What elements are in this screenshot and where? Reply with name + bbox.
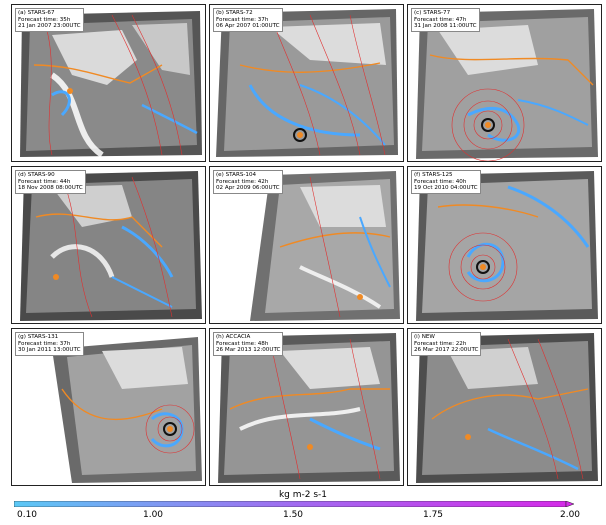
panel-date: 31 Jan 2008 11:00UTC <box>414 23 477 30</box>
panel-date: 26 Mar 2013 12:00UTC <box>216 347 281 354</box>
cyclone-center-icon <box>465 434 471 440</box>
colorbar-tick: 2.00 <box>559 510 581 520</box>
panel-date: 30 Jan 2011 13:00UTC <box>18 347 81 354</box>
panel-title: (b) STARS-72 <box>216 10 253 16</box>
cyclone-center-icon <box>357 294 363 300</box>
panel-date: 06 Apr 2007 01:00UTC <box>216 23 280 30</box>
panel-map <box>218 333 400 483</box>
panel-title: (i) NEW <box>414 334 435 340</box>
panel-label: (c) STARS-77 Forecast time: 47h 31 Jan 2… <box>411 8 480 32</box>
panel-c: (c) STARS-77 Forecast time: 47h 31 Jan 2… <box>407 4 602 162</box>
panel-h: (h) ACCACIA Forecast time: 48h 26 Mar 20… <box>209 328 404 486</box>
panel-title: (d) STARS-90 <box>18 172 55 178</box>
panel-forecast-time: Forecast time: 40h <box>414 178 467 185</box>
panel-label: (d) STARS-90 Forecast time: 44h 18 Nov 2… <box>15 170 86 194</box>
panel-e: (e) STARS-104 Forecast time: 42h 02 Apr … <box>209 166 404 324</box>
cyclone-center-icon <box>480 264 486 270</box>
colorbar-tick: 1.75 <box>422 510 444 520</box>
colorbar <box>14 501 574 507</box>
panel-label: (b) STARS-72 Forecast time: 37h 06 Apr 2… <box>213 8 283 32</box>
panel-date: 21 Jan 2007 23:00UTC <box>18 23 81 30</box>
panel-forecast-time: Forecast time: 48h <box>216 340 269 347</box>
panel-map <box>20 11 202 158</box>
panel-forecast-time: Forecast time: 37h <box>18 340 71 347</box>
panel-d: (d) STARS-90 Forecast time: 44h 18 Nov 2… <box>11 166 206 324</box>
panel-title: (a) STARS-67 <box>18 10 55 16</box>
panel-forecast-time: Forecast time: 35h <box>18 16 71 23</box>
panel-label: (f) STARS-125 Forecast time: 40h 19 Oct … <box>411 170 481 194</box>
panel-i: (i) NEW Forecast time: 22h 26 Mar 2017 2… <box>407 328 602 486</box>
cyclone-center-icon <box>53 274 59 280</box>
panel-map <box>250 171 400 321</box>
colorbar-tick: 0.10 <box>16 510 38 520</box>
colorbar-title: kg m-2 s-1 <box>278 490 328 500</box>
panel-title: (h) ACCACIA <box>216 334 251 340</box>
panel-date: 26 Mar 2017 22:00UTC <box>414 347 479 354</box>
cyclone-center-icon <box>485 122 491 128</box>
panel-forecast-time: Forecast time: 37h <box>216 16 269 23</box>
panel-label: (h) ACCACIA Forecast time: 48h 26 Mar 20… <box>213 332 284 356</box>
panel-map <box>416 171 598 321</box>
cyclone-center-icon <box>307 444 313 450</box>
cyclone-center-icon <box>297 132 303 138</box>
panel-date: 18 Nov 2008 08:00UTC <box>18 185 83 192</box>
panel-forecast-time: Forecast time: 44h <box>18 178 71 185</box>
colorbar-tick: 1.00 <box>142 510 164 520</box>
panel-map <box>216 9 398 157</box>
panel-title: (f) STARS-125 <box>414 172 453 178</box>
panel-title: (g) STARS-131 <box>18 334 59 340</box>
panel-b: (b) STARS-72 Forecast time: 37h 06 Apr 2… <box>209 4 404 162</box>
colorbar-tick: 1.50 <box>282 510 304 520</box>
panel-forecast-time: Forecast time: 42h <box>216 178 269 185</box>
panel-map <box>416 333 598 483</box>
panel-map <box>52 337 202 483</box>
panel-forecast-time: Forecast time: 47h <box>414 16 467 23</box>
panel-title: (c) STARS-77 <box>414 10 451 16</box>
panel-f: (f) STARS-125 Forecast time: 40h 19 Oct … <box>407 166 602 324</box>
panel-map <box>416 9 598 161</box>
panel-label: (e) STARS-104 Forecast time: 42h 02 Apr … <box>213 170 283 194</box>
panel-map <box>20 171 202 321</box>
cyclone-center-icon <box>167 426 173 432</box>
cyclone-center-icon <box>67 88 73 94</box>
panel-forecast-time: Forecast time: 22h <box>414 340 467 347</box>
panel-title: (e) STARS-104 <box>216 172 257 178</box>
panel-label: (g) STARS-131 Forecast time: 37h 30 Jan … <box>15 332 84 356</box>
panel-a: (a) STARS-67 Forecast time: 35h 21 Jan 2… <box>11 4 206 162</box>
panel-date: 02 Apr 2009 06:00UTC <box>216 185 280 192</box>
panel-label: (i) NEW Forecast time: 22h 26 Mar 2017 2… <box>411 332 482 356</box>
panel-date: 19 Oct 2010 04:00UTC <box>414 185 478 192</box>
panel-label: (a) STARS-67 Forecast time: 35h 21 Jan 2… <box>15 8 84 32</box>
panel-g: (g) STARS-131 Forecast time: 37h 30 Jan … <box>11 328 206 486</box>
